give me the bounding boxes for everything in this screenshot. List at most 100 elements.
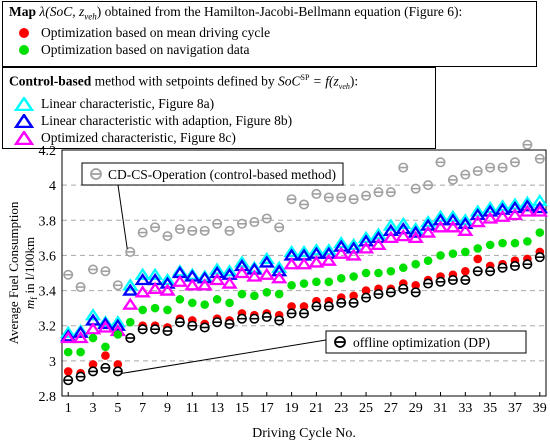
data-point	[175, 295, 185, 304]
data-point	[84, 322, 102, 335]
data-point	[88, 264, 99, 275]
red-circle-marker-icon	[19, 28, 29, 39]
x-tick-label: 39	[533, 401, 547, 416]
data-point	[212, 317, 223, 328]
data-point	[482, 211, 499, 224]
data-point	[324, 277, 334, 287]
data-point	[395, 229, 412, 242]
data-point	[485, 240, 495, 250]
data-point	[150, 303, 160, 313]
data-point	[506, 207, 524, 221]
data-point	[444, 220, 462, 233]
data-point	[150, 222, 161, 233]
data-point	[171, 274, 189, 287]
data-point	[398, 283, 409, 294]
data-point	[436, 251, 445, 260]
data-point	[299, 302, 309, 311]
y-tick-label: 4	[49, 179, 56, 194]
x-tick-label: 15	[235, 401, 249, 416]
data-point	[196, 278, 213, 291]
data-point	[208, 272, 226, 286]
data-point	[221, 276, 238, 289]
data-point	[534, 252, 545, 263]
x-tick-label: 21	[309, 401, 323, 416]
x-tick-label: 27	[384, 401, 398, 416]
data-point	[509, 260, 520, 271]
data-point	[485, 266, 496, 277]
data-point	[150, 324, 161, 335]
data-point	[457, 223, 474, 236]
data-point	[534, 153, 545, 164]
data-point	[261, 311, 272, 322]
cyan-triangle-marker-icon	[13, 96, 35, 111]
x-tick-label: 17	[260, 401, 274, 416]
x-tick-label: 25	[359, 401, 373, 416]
data-point	[113, 360, 123, 369]
data-point	[361, 190, 372, 201]
green-circle-marker-icon	[19, 45, 29, 56]
legend-map: Map λ(SoC, zveh) obtained from the Hamil…	[2, 1, 537, 67]
data-point	[237, 289, 247, 299]
y-tick-label: 3.8	[39, 214, 57, 229]
data-point	[345, 248, 362, 261]
data-point	[308, 243, 325, 256]
data-point	[398, 263, 408, 273]
plot-frame	[61, 149, 547, 397]
series-linear-characteristic-with-adaption-figure-8b	[60, 199, 548, 342]
data-point	[122, 283, 139, 296]
data-point	[432, 220, 449, 233]
data-point	[88, 333, 98, 343]
y-axis-label-units: mf in l/100km	[22, 237, 39, 309]
data-point	[125, 333, 136, 344]
data-point	[531, 204, 548, 217]
data-point	[311, 301, 322, 312]
data-point	[274, 222, 285, 233]
data-point	[311, 188, 322, 199]
data-point	[75, 282, 86, 293]
data-point	[249, 313, 260, 324]
data-point	[385, 187, 396, 198]
data-point	[101, 351, 110, 360]
data-point	[162, 231, 173, 242]
data-point	[274, 289, 284, 299]
data-point	[63, 269, 74, 280]
data-point	[250, 291, 259, 301]
data-point	[509, 157, 520, 168]
data-point	[134, 285, 151, 298]
data-point	[460, 169, 471, 180]
data-point	[88, 366, 99, 377]
data-point	[361, 286, 371, 295]
data-point	[448, 249, 458, 258]
data-point	[473, 244, 483, 253]
data-point	[163, 305, 172, 315]
data-point	[423, 256, 433, 266]
data-point	[286, 194, 297, 205]
data-point	[97, 320, 114, 333]
data-point	[100, 266, 111, 277]
blue-triangle-marker-icon	[13, 113, 35, 128]
legend-control-title: Control-based method with setpoints defi…	[9, 73, 359, 92]
data-point	[283, 257, 300, 270]
data-point	[174, 317, 185, 328]
data-point	[419, 225, 437, 238]
data-point	[497, 262, 508, 273]
data-point	[374, 268, 383, 278]
data-point	[100, 362, 111, 373]
legend-item-optimized: Optimized characteristic, Figure 8c)	[3, 129, 435, 146]
data-point	[221, 264, 238, 277]
data-point	[199, 225, 210, 236]
data-point	[125, 246, 136, 257]
x-tick-label: 35	[483, 401, 497, 416]
data-point	[146, 267, 164, 280]
data-point	[258, 267, 275, 280]
x-tick-label: 19	[285, 401, 299, 416]
legend-item-navigation: Optimization based on navigation data	[3, 42, 536, 59]
data-point	[122, 297, 139, 310]
data-point	[423, 180, 434, 191]
data-point	[109, 318, 126, 331]
data-point	[348, 194, 359, 205]
data-point	[134, 272, 151, 286]
data-point	[447, 275, 458, 286]
data-point	[174, 224, 185, 235]
x-tick-label: 31	[434, 401, 448, 416]
